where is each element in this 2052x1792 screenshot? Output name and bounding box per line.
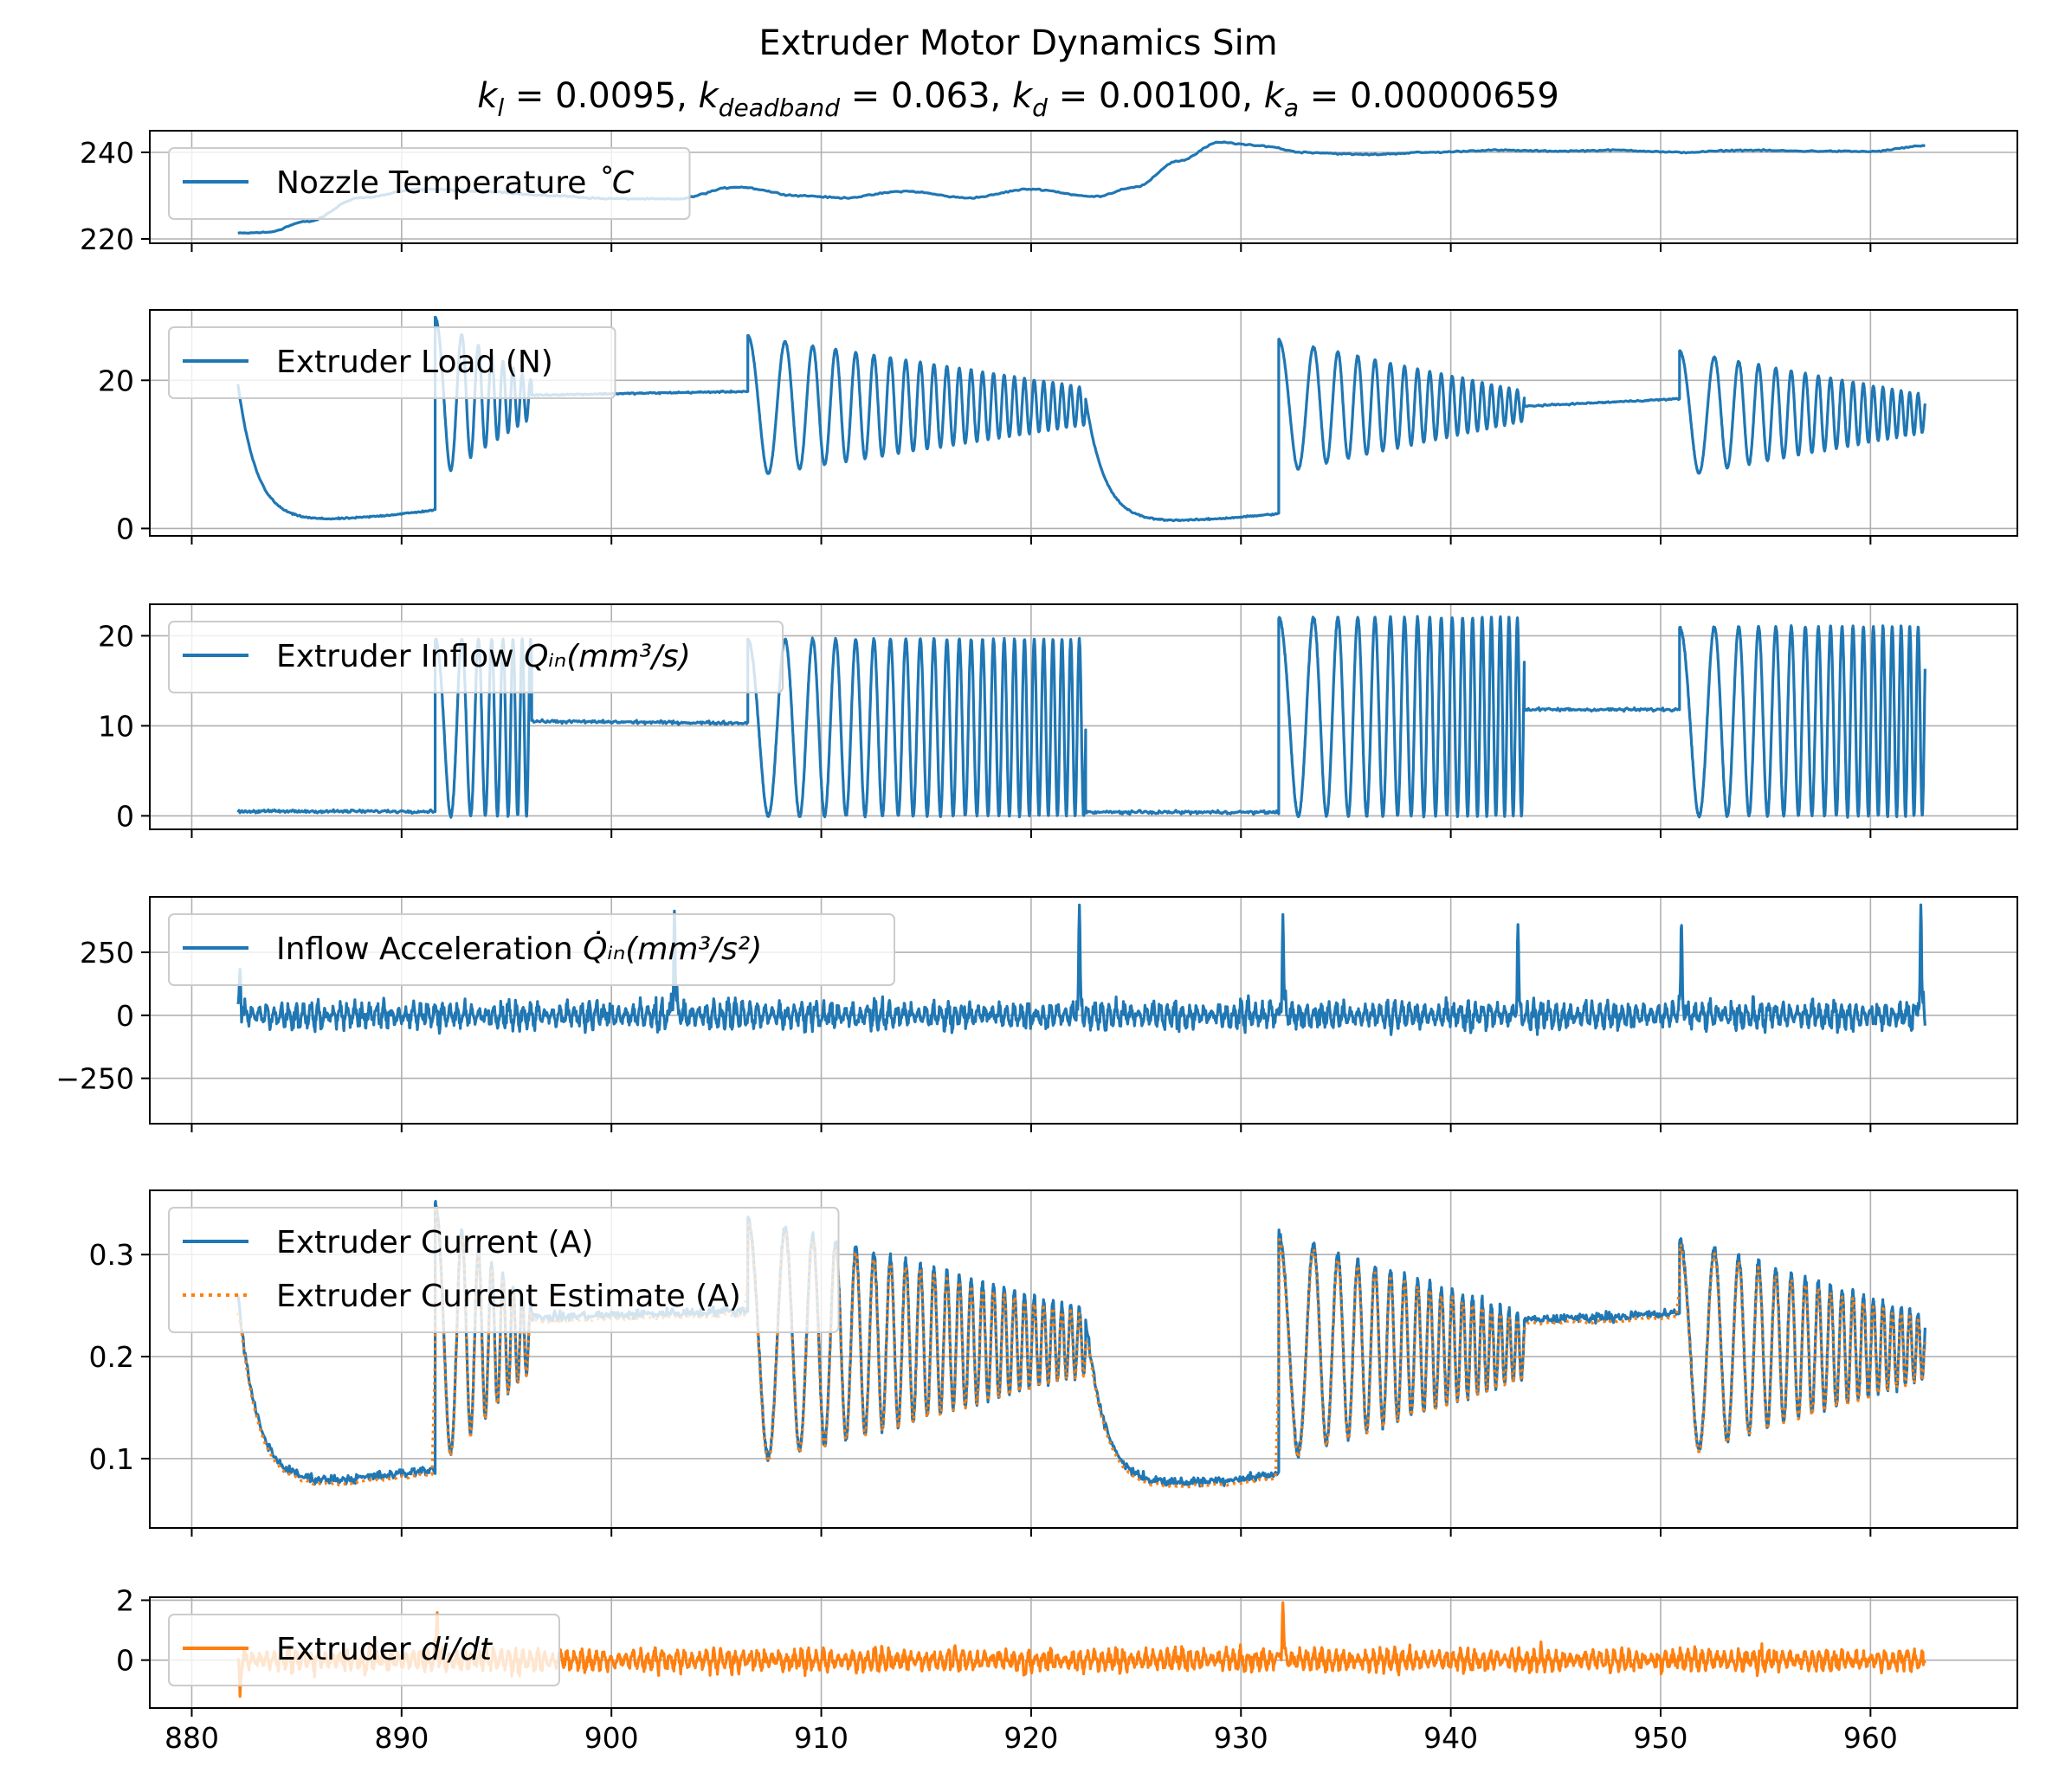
legend-label: Extruder Load (N) [276,345,553,380]
legend: Extruder Current (A) Extruder Current Est… [168,1207,840,1333]
legend-label: Extruder Current (A) [276,1225,593,1260]
x-tick-label: 950 [1633,1721,1687,1755]
axes-frame [149,603,2018,830]
axes-frame [149,130,2018,244]
axes-frame [149,1189,2018,1529]
chart-subtitle: kl = 0.0095, kdeadband = 0.063, kd = 0.0… [477,76,1559,122]
axes-frame [149,896,2018,1125]
legend-label: Extruder di/dt [276,1632,494,1667]
legend-box [168,913,895,986]
series-line-inflow-acceleration [236,903,1926,1036]
legend-label: Inflow Acceleration Q̇ᵢₙ(mm³/s²) [276,931,762,967]
axes-frame [149,309,2018,537]
y-tick-label: 0.3 [89,1238,134,1272]
axes-frame [149,1596,2018,1709]
x-tick-label: 900 [584,1721,639,1755]
y-tick-label: 240 [80,136,134,170]
x-tick-label: 880 [165,1721,219,1755]
legend: Nozzle Temperature ˚C [168,147,691,220]
y-tick-label: 0 [116,799,134,833]
y-tick-label: 0.2 [89,1340,134,1374]
legend-box [168,1614,560,1686]
series-group [236,903,1926,1036]
y-tick-label: 0 [116,512,134,545]
series-line-extruder-load-n- [236,315,1926,523]
legend-label: Extruder Current Estimate (A) [276,1279,741,1314]
y-tick-label: 0 [116,999,134,1033]
y-tick-label: 0 [116,1644,134,1678]
x-tick-label: 940 [1423,1721,1478,1755]
legend: Inflow Acceleration Q̇ᵢₙ(mm³/s²) [168,913,895,986]
legend-label: Extruder Inflow Qᵢₙ(mm³/s) [276,639,691,674]
y-tick-label: 220 [80,222,134,256]
x-tick-label: 910 [794,1721,849,1755]
legend: Extruder Inflow Qᵢₙ(mm³/s) [168,621,784,693]
legend: Extruder Load (N) [168,326,616,399]
x-tick-label: 920 [1003,1721,1058,1755]
subplot-acceleration: −250 0 250 Inflow Acceleration Q̇ᵢₙ(mm³/s²) [55,896,2018,1132]
legend-box [168,621,784,693]
y-tick-label: 20 [98,619,134,653]
y-tick-label: 2 [116,1583,134,1617]
chart-title: Extruder Motor Dynamics Sim [758,23,1277,63]
series-line-extruder-inflow [236,615,1926,819]
subplot-inflow: 0 10 20 Extruder Inflow Qᵢₙ(mm³/s) [98,603,2018,838]
legend-box [168,326,616,399]
subplot-didt: 880 890 900 910 920 930 940 950 960 0 2 Extruder di… [116,1583,2018,1755]
y-tick-label: 10 [98,709,134,743]
legend-label: Nozzle Temperature ˚C [276,165,635,201]
legend-box [168,1207,840,1333]
x-tick-label: 890 [374,1721,429,1755]
legend: Extruder di/dt [168,1614,560,1686]
x-tick-label: 960 [1843,1721,1898,1755]
y-tick-label: −250 [55,1062,134,1096]
y-tick-label: 0.1 [89,1442,134,1476]
x-tick-label: 930 [1214,1721,1268,1755]
subplot-current: 0.10.20.3 Extruder Current (A)Extruder Cu… [89,1189,2018,1537]
subplot-temperature: 220 240 Nozzle Temperature ˚C [80,130,2018,256]
legend-box [168,147,691,220]
series-group [236,615,1926,819]
y-tick-label: 250 [80,936,134,970]
series-group [236,315,1926,523]
subplot-load: 0 20 Extruder Load (N) [98,309,2018,545]
y-tick-label: 20 [98,364,134,397]
